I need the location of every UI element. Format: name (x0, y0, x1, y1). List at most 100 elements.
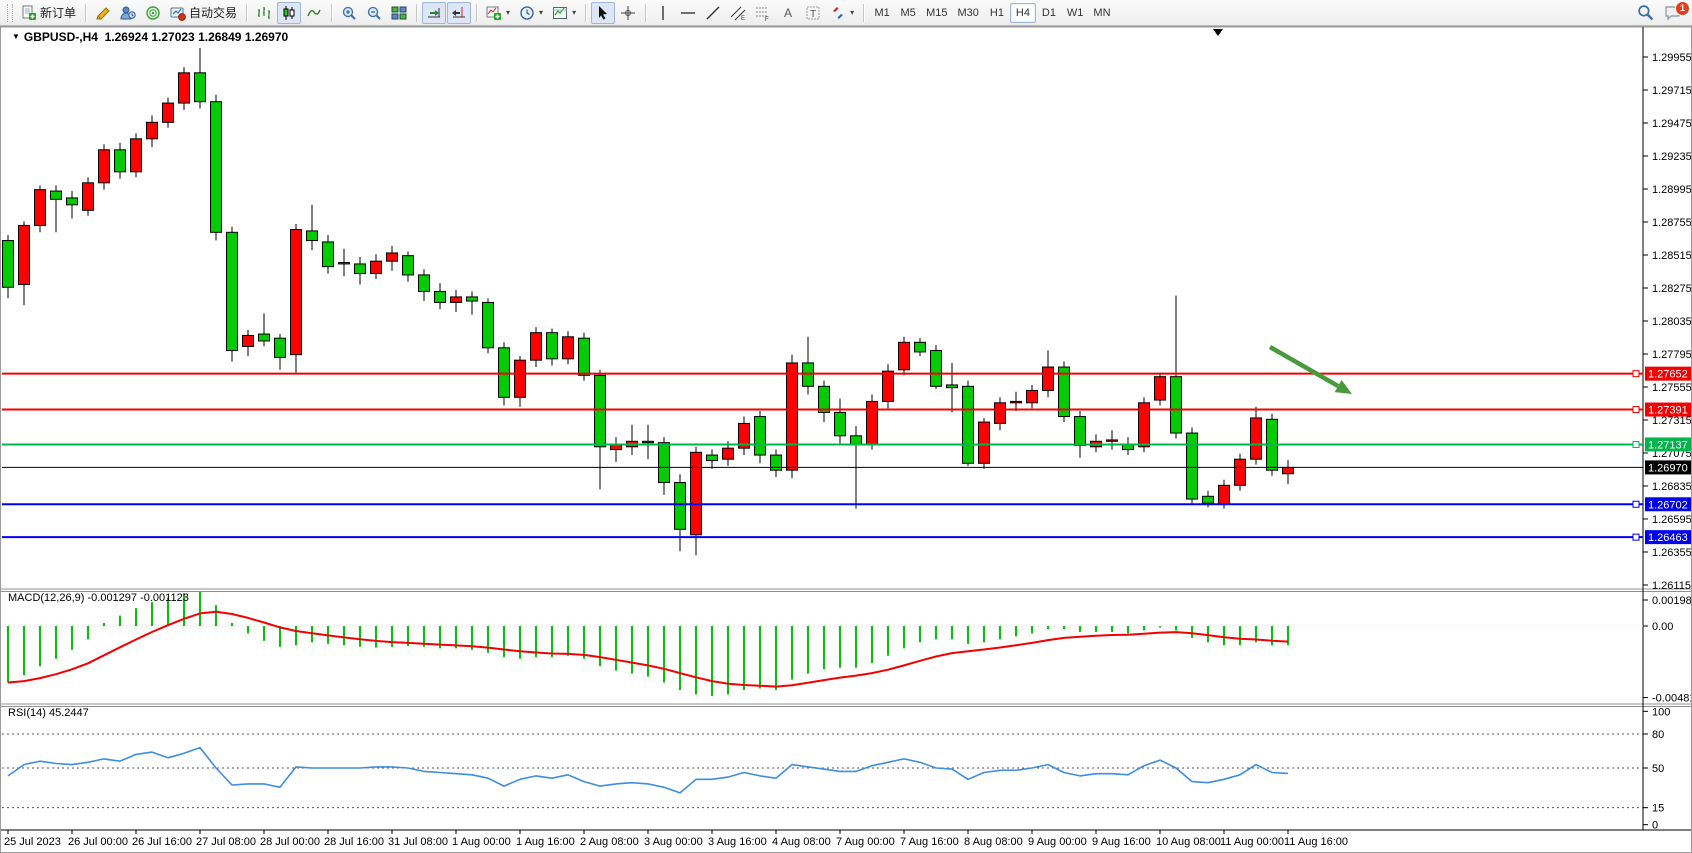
separator (476, 3, 478, 22)
auto-scroll-icon (428, 7, 441, 17)
metaeditor-button[interactable] (91, 2, 115, 24)
timeframe-M1[interactable]: M1 (869, 3, 895, 23)
separator (585, 3, 587, 22)
svg-text:3 Aug 16:00: 3 Aug 16:00 (708, 836, 767, 848)
svg-text:1.27652: 1.27652 (1648, 369, 1688, 381)
annotation-arrow (1268, 345, 1340, 388)
crosshair-button[interactable] (616, 2, 640, 24)
svg-text:1.29475: 1.29475 (1652, 118, 1692, 130)
level-price-box (1645, 497, 1691, 512)
strategy-tester-button[interactable] (116, 2, 140, 24)
svg-text:80: 80 (1652, 729, 1664, 741)
svg-text:1.27795: 1.27795 (1652, 349, 1692, 361)
cursor-icon (599, 5, 608, 19)
svg-text:8 Aug 08:00: 8 Aug 08:00 (964, 836, 1023, 848)
svg-text:0.001981: 0.001981 (1652, 595, 1692, 607)
svg-text:2 Aug 08:00: 2 Aug 08:00 (580, 836, 639, 848)
svg-text:1 Aug 00:00: 1 Aug 00:00 (452, 836, 511, 848)
arrows-button[interactable]: ▾ (826, 2, 858, 24)
cursor-button[interactable] (591, 1, 616, 24)
text-button[interactable]: A (776, 2, 800, 24)
svg-text:26 Jul 16:00: 26 Jul 16:00 (132, 836, 192, 848)
new-order-label: 新订单 (40, 6, 77, 20)
candle-chart-button[interactable] (277, 1, 302, 24)
chart-shift-marker (1213, 29, 1223, 36)
horizontal-line-button[interactable] (676, 2, 700, 24)
notifications-button[interactable]: 1 (1658, 0, 1690, 24)
chart-window[interactable] (0, 26, 1692, 853)
svg-text:11 Aug 00:00: 11 Aug 00:00 (1220, 836, 1284, 848)
timeframe-group: M1 M5 M15 M30 H1 H4 D1 W1 MN (869, 2, 1115, 23)
close-value: 1.26970 (244, 30, 289, 44)
templates-button[interactable]: ▾ (548, 2, 580, 24)
level-handle (1632, 533, 1640, 541)
crosshair-icon (621, 5, 636, 20)
svg-text:1.26115: 1.26115 (1652, 580, 1691, 592)
svg-text:10 Aug 08:00: 10 Aug 08:00 (1156, 836, 1221, 848)
zoom-out-button[interactable] (362, 2, 386, 24)
svg-text:1.26835: 1.26835 (1652, 481, 1692, 493)
svg-text:1.27315: 1.27315 (1652, 415, 1692, 427)
svg-text:1.28995: 1.28995 (1652, 184, 1692, 196)
rsi-label: RSI(14) 45.2447 (8, 707, 89, 719)
chart-shift-button[interactable] (447, 1, 472, 24)
text-label-icon: T (806, 6, 820, 20)
candle-chart-icon (283, 5, 295, 20)
timeframe-MN[interactable]: MN (1088, 3, 1115, 23)
bar-chart-icon (258, 6, 271, 19)
svg-text:26 Jul 00:00: 26 Jul 00:00 (68, 836, 128, 848)
svg-text:1.28035: 1.28035 (1652, 316, 1692, 328)
open-value: 1.26924 (104, 30, 148, 44)
signals-button[interactable] (141, 2, 165, 24)
svg-text:31 Jul 08:00: 31 Jul 08:00 (388, 836, 448, 848)
zoom-in-button[interactable] (337, 2, 361, 24)
line-chart-button[interactable] (302, 2, 326, 24)
timeframe-M30[interactable]: M30 (953, 3, 984, 23)
svg-text:25 Jul 2023: 25 Jul 2023 (4, 836, 61, 848)
svg-text:1.28275: 1.28275 (1652, 283, 1692, 295)
annotation-arrow-head (1334, 379, 1352, 394)
auto-trading-button[interactable]: 自动交易 (166, 2, 241, 24)
svg-text:A: A (784, 6, 792, 20)
level-handle (1632, 370, 1640, 378)
dropdown-arrow-icon: ▾ (506, 8, 511, 17)
trendline-button[interactable] (701, 2, 725, 24)
bar-chart-button[interactable] (252, 2, 276, 24)
level-price-box (1645, 460, 1691, 475)
timeframe-H4[interactable]: H4 (1009, 2, 1036, 23)
auto-trading-label: 自动交易 (189, 6, 238, 20)
text-label-button[interactable]: T (801, 2, 825, 24)
timeframe-D1[interactable]: D1 (1036, 3, 1062, 23)
toolbar: 新订单 自动交易 (0, 0, 1692, 26)
new-order-icon (22, 5, 36, 20)
timeframe-M5[interactable]: M5 (895, 3, 921, 23)
signals-icon (146, 5, 160, 20)
auto-scroll-button[interactable] (422, 1, 447, 24)
timeframe-W1[interactable]: W1 (1062, 3, 1089, 23)
tile-windows-icon (391, 6, 407, 19)
svg-text:1.26595: 1.26595 (1652, 514, 1692, 526)
vertical-line-button[interactable] (651, 2, 675, 24)
metaeditor-icon (96, 6, 110, 19)
tile-windows-button[interactable] (387, 2, 411, 24)
svg-text:4 Aug 08:00: 4 Aug 08:00 (772, 836, 831, 848)
chart-menu-icon[interactable]: ▼ (12, 32, 20, 41)
svg-text:F: F (765, 17, 769, 21)
timeframe-H1[interactable]: H1 (984, 3, 1010, 23)
svg-text:9 Aug 00:00: 9 Aug 00:00 (1028, 836, 1087, 848)
search-button[interactable] (1633, 2, 1658, 24)
fibonacci-button[interactable]: F (751, 2, 775, 24)
macd-main-value: -0.001297 (87, 592, 138, 604)
channel-button[interactable]: E (726, 2, 750, 24)
periods-button[interactable]: ▾ (515, 2, 547, 24)
indicators-button[interactable]: ▾ (482, 2, 514, 24)
svg-text:1.26970: 1.26970 (1648, 462, 1688, 474)
timeframe-M15[interactable]: M15 (921, 3, 952, 23)
line-chart-icon (307, 9, 321, 16)
svg-text:1.26702: 1.26702 (1648, 499, 1688, 511)
toolbar-grip[interactable] (7, 3, 13, 22)
new-order-button[interactable]: 新订单 (17, 2, 80, 24)
svg-text:15: 15 (1652, 803, 1664, 815)
